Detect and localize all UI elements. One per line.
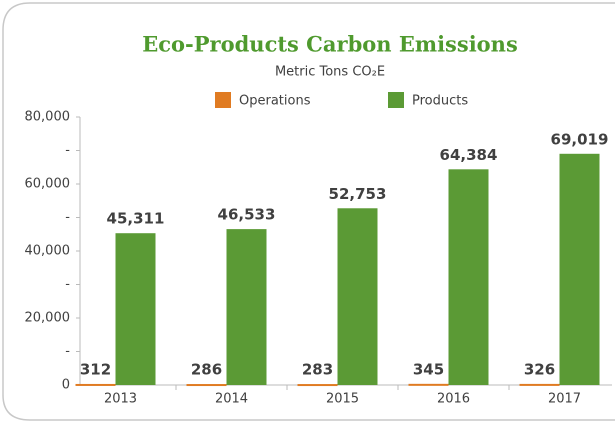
chart-subtitle: Metric Tons CO₂E [275, 65, 385, 80]
bar [519, 383, 560, 386]
bar [297, 384, 338, 387]
y-tick-label: 0 [62, 378, 70, 393]
legend-label: Operations [239, 94, 311, 109]
y-tick-label: 20,000 [25, 311, 71, 326]
bar [408, 383, 449, 386]
y-tick-label: - [65, 143, 70, 158]
y-tick-label: - [65, 344, 70, 359]
y-tick-label: 80,000 [25, 110, 71, 125]
legend-swatch [215, 92, 231, 108]
value-label: 64,384 [440, 146, 498, 164]
value-label: 45,311 [107, 210, 165, 228]
value-label: 312 [80, 360, 111, 378]
bar [337, 208, 378, 385]
value-label: 46,533 [218, 206, 276, 224]
chart-title: Eco-Products Carbon Emissions [142, 32, 518, 57]
value-label: 69,019 [551, 130, 609, 148]
x-tick-label: 2016 [437, 392, 470, 407]
y-tick-label: - [65, 277, 70, 292]
bar [448, 169, 489, 385]
x-tick-label: 2014 [215, 392, 248, 407]
bar [75, 383, 116, 386]
legend-swatch [388, 92, 404, 108]
value-label: 286 [191, 361, 222, 379]
bar [559, 153, 600, 385]
bar [226, 229, 267, 385]
bar [186, 384, 227, 387]
legend-label: Products [412, 94, 468, 109]
value-label: 283 [302, 361, 333, 379]
x-tick-label: 2015 [326, 392, 359, 407]
bar [115, 233, 156, 385]
value-label: 345 [413, 360, 444, 378]
y-tick-label: 60,000 [25, 177, 71, 192]
value-label: 52,753 [329, 185, 387, 203]
value-label: 326 [524, 360, 555, 378]
x-tick-label: 2013 [104, 392, 137, 407]
y-tick-label: - [65, 210, 70, 225]
y-tick-label: 40,000 [25, 244, 71, 259]
x-tick-label: 2017 [548, 392, 581, 407]
